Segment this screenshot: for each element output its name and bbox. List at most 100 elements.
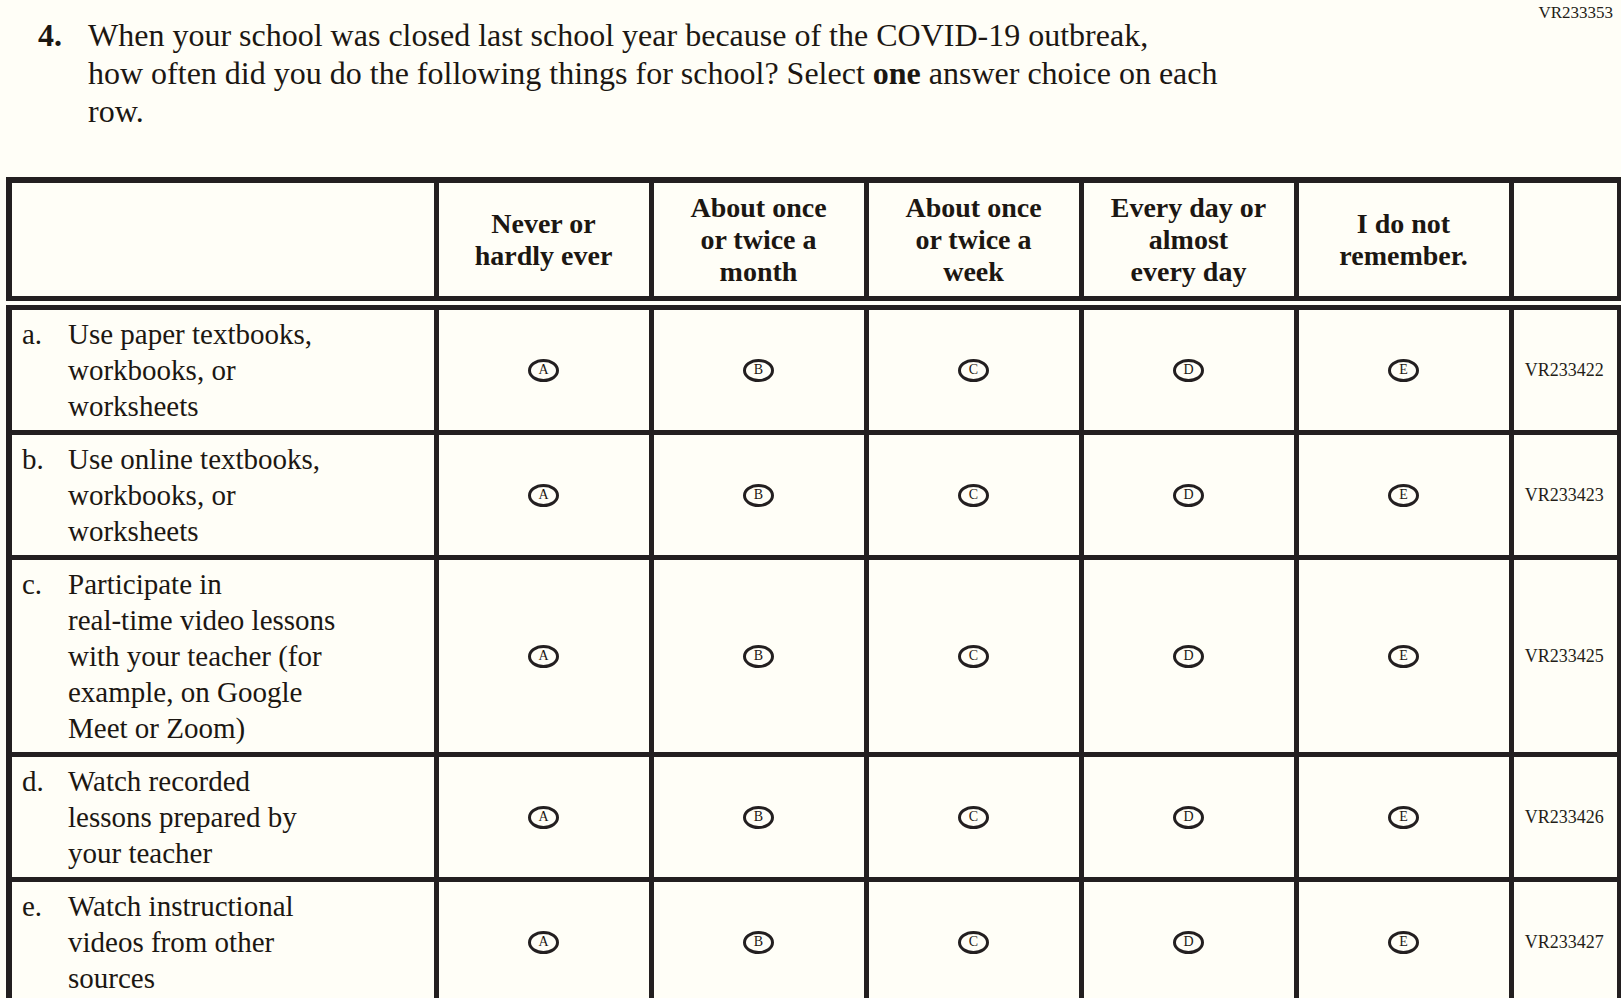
- header-code-cell: [1511, 180, 1620, 303]
- row-c-choice-A-cell: A: [436, 558, 651, 755]
- question-number: 4.: [38, 16, 88, 130]
- bubble-letter: B: [754, 649, 763, 663]
- question-line2-bold: one: [873, 55, 921, 91]
- bubble-b-A[interactable]: A: [528, 484, 559, 507]
- bubble-letter: C: [969, 649, 978, 663]
- bubble-letter: E: [1399, 649, 1408, 663]
- bubble-e-D[interactable]: D: [1173, 931, 1204, 954]
- row-e-choice-B-cell: B: [651, 880, 866, 998]
- row-d-choice-E-cell: E: [1296, 755, 1511, 880]
- row-a-choice-D-cell: D: [1081, 303, 1296, 433]
- row-a-code: VR233422: [1511, 303, 1620, 433]
- bubble-c-E[interactable]: E: [1388, 645, 1419, 668]
- row-b-label-cell: b. Use online textbooks, workbooks, or w…: [9, 433, 436, 558]
- bubble-letter: D: [1183, 935, 1193, 949]
- row-e-label-cell: e. Watch instructional videos from other…: [9, 880, 436, 998]
- row-e-choice-A-cell: A: [436, 880, 651, 998]
- bubble-d-E[interactable]: E: [1388, 806, 1419, 829]
- row-b-code: VR233423: [1511, 433, 1620, 558]
- row-d-choice-D-cell: D: [1081, 755, 1296, 880]
- bubble-letter: E: [1399, 488, 1408, 502]
- bubble-letter: E: [1399, 810, 1408, 824]
- bubble-letter: A: [538, 810, 548, 824]
- row-d-letter: d.: [22, 763, 68, 871]
- question-line1: When your school was closed last school …: [88, 17, 1148, 53]
- question-text: When your school was closed last school …: [88, 16, 1218, 130]
- bubble-c-A[interactable]: A: [528, 645, 559, 668]
- row-b-choice-C-cell: C: [866, 433, 1081, 558]
- bubble-letter: A: [538, 488, 548, 502]
- row-e-label: Watch instructional videos from other so…: [68, 888, 294, 996]
- bubble-a-C[interactable]: C: [958, 359, 989, 382]
- bubble-c-B[interactable]: B: [743, 645, 774, 668]
- header-i-do-not-remember: I do not remember.: [1296, 180, 1511, 303]
- header-every-day-or-almost-every-day: Every day or almost every day: [1081, 180, 1296, 303]
- bubble-a-E[interactable]: E: [1388, 359, 1419, 382]
- question-block: 4. When your school was closed last scho…: [0, 0, 1621, 130]
- row-c-choice-E-cell: E: [1296, 558, 1511, 755]
- bubble-letter: C: [969, 363, 978, 377]
- bubble-c-D[interactable]: D: [1173, 645, 1204, 668]
- bubble-letter: C: [969, 935, 978, 949]
- row-a-label: Use paper textbooks, workbooks, or works…: [68, 316, 312, 424]
- bubble-letter: D: [1183, 649, 1193, 663]
- header-never-or-hardly-ever: Never or hardly ever: [436, 180, 651, 303]
- bubble-a-D[interactable]: D: [1173, 359, 1204, 382]
- bubble-e-C[interactable]: C: [958, 931, 989, 954]
- row-d-label: Watch recorded lessons prepared by your …: [68, 763, 297, 871]
- row-c-choice-C-cell: C: [866, 558, 1081, 755]
- bubble-b-E[interactable]: E: [1388, 484, 1419, 507]
- bubble-d-D[interactable]: D: [1173, 806, 1204, 829]
- bubble-letter: B: [754, 363, 763, 377]
- row-c-label: Participate in real-time video lessons w…: [68, 566, 335, 746]
- bubble-letter: C: [969, 810, 978, 824]
- bubble-letter: E: [1399, 363, 1408, 377]
- question-line2-post: answer choice on each: [921, 55, 1218, 91]
- bubble-e-E[interactable]: E: [1388, 931, 1419, 954]
- row-c-choice-B-cell: B: [651, 558, 866, 755]
- bubble-letter: A: [538, 935, 548, 949]
- question-line2-pre: how often did you do the following thing…: [88, 55, 873, 91]
- table-row-d: d. Watch recorded lessons prepared by yo…: [9, 755, 1620, 880]
- row-a-choice-A-cell: A: [436, 303, 651, 433]
- bubble-letter: B: [754, 488, 763, 502]
- header-about-once-or-twice-a-week: About once or twice a week: [866, 180, 1081, 303]
- bubble-letter: B: [754, 810, 763, 824]
- row-c-label-cell: c. Participate in real-time video lesson…: [9, 558, 436, 755]
- row-a-label-cell: a. Use paper textbooks, workbooks, or wo…: [9, 303, 436, 433]
- bubble-e-B[interactable]: B: [743, 931, 774, 954]
- bubble-e-A[interactable]: A: [528, 931, 559, 954]
- bubble-c-C[interactable]: C: [958, 645, 989, 668]
- bubble-letter: E: [1399, 935, 1408, 949]
- bubble-b-C[interactable]: C: [958, 484, 989, 507]
- bubble-b-B[interactable]: B: [743, 484, 774, 507]
- row-d-choice-B-cell: B: [651, 755, 866, 880]
- row-a-choice-B-cell: B: [651, 303, 866, 433]
- bubble-d-B[interactable]: B: [743, 806, 774, 829]
- form-code: VR233353: [1538, 3, 1613, 23]
- row-b-choice-A-cell: A: [436, 433, 651, 558]
- header-empty-cell: [9, 180, 436, 303]
- bubble-a-B[interactable]: B: [743, 359, 774, 382]
- row-c-letter: c.: [22, 566, 68, 746]
- bubble-letter: D: [1183, 488, 1193, 502]
- row-e-choice-E-cell: E: [1296, 880, 1511, 998]
- table-row-a: a. Use paper textbooks, workbooks, or wo…: [9, 303, 1620, 433]
- bubble-letter: D: [1183, 363, 1193, 377]
- row-c-code: VR233425: [1511, 558, 1620, 755]
- row-b-letter: b.: [22, 441, 68, 549]
- bubble-letter: A: [538, 363, 548, 377]
- bubble-b-D[interactable]: D: [1173, 484, 1204, 507]
- row-a-choice-E-cell: E: [1296, 303, 1511, 433]
- bubble-a-A[interactable]: A: [528, 359, 559, 382]
- row-b-choice-D-cell: D: [1081, 433, 1296, 558]
- row-d-label-cell: d. Watch recorded lessons prepared by yo…: [9, 755, 436, 880]
- bubble-letter: A: [538, 649, 548, 663]
- bubble-d-A[interactable]: A: [528, 806, 559, 829]
- table-row-b: b. Use online textbooks, workbooks, or w…: [9, 433, 1620, 558]
- row-e-choice-C-cell: C: [866, 880, 1081, 998]
- bubble-d-C[interactable]: C: [958, 806, 989, 829]
- bubble-letter: B: [754, 935, 763, 949]
- table-row-e: e. Watch instructional videos from other…: [9, 880, 1620, 998]
- row-b-choice-E-cell: E: [1296, 433, 1511, 558]
